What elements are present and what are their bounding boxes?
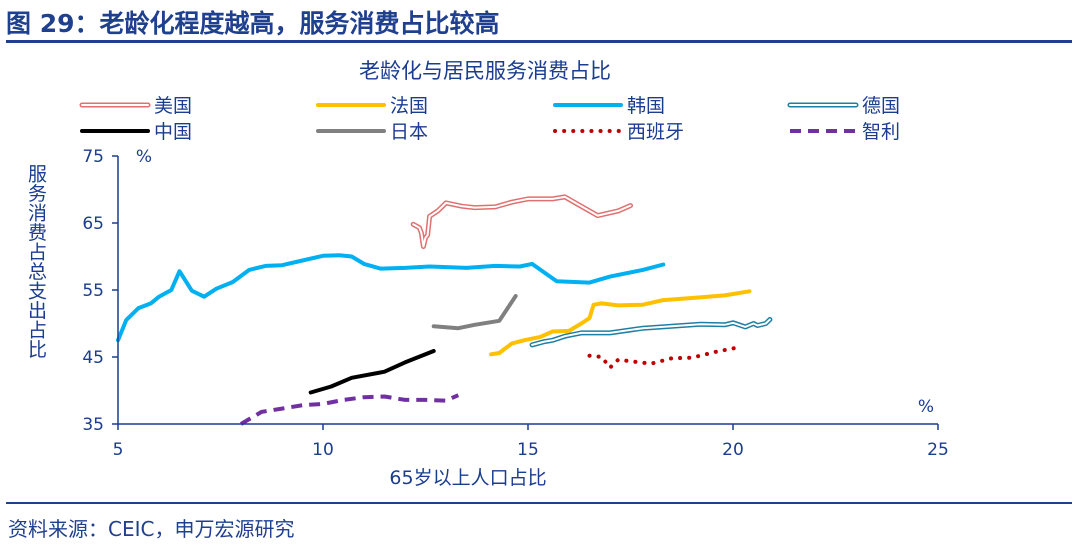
series-line-4-inner — [531, 318, 771, 346]
y-tick-label: 75 — [82, 147, 104, 167]
y-tick-label: 35 — [82, 415, 104, 435]
series-line-8 — [239, 393, 460, 426]
x-tick-label: 25 — [927, 440, 949, 460]
legend-label-8: 智利 — [862, 121, 900, 143]
source-note: 资料来源：CEIC，申万宏源研究 — [8, 517, 295, 541]
legend-label-6: 日本 — [390, 121, 428, 143]
legend-item-2: 法国 — [316, 95, 428, 117]
series-2 — [489, 289, 752, 357]
y-axis-title: 服务消费占总支出占比 — [25, 164, 47, 359]
series-6 — [431, 294, 518, 331]
x-tick-label: 15 — [517, 440, 539, 460]
legend-item-6: 日本 — [316, 121, 428, 143]
figure-title: 图 29：老龄化程度越高，服务消费占比较高 — [6, 9, 500, 38]
y-tick-label: 45 — [82, 348, 104, 368]
series-line-5 — [308, 349, 436, 395]
y-unit-label: % — [136, 147, 152, 167]
legend-label-1: 美国 — [154, 95, 192, 117]
legend-item-5: 中国 — [80, 121, 192, 143]
series-8 — [239, 393, 460, 426]
axes: 35 45 55 65 75 5 10 15 20 25%% 65岁以上人口占比 服务消费占总支出占比 — [25, 147, 949, 489]
legend-item-8: 智利 — [790, 121, 900, 143]
legend-label-3: 韩国 — [627, 95, 665, 117]
x-unit-label: % — [918, 397, 934, 417]
series-5 — [308, 349, 436, 395]
legend-label-2: 法国 — [390, 95, 428, 117]
legend-label-5: 中国 — [154, 121, 192, 143]
x-tick-label: 20 — [722, 440, 744, 460]
series-7 — [587, 344, 744, 371]
title-rule — [6, 40, 1072, 43]
series-line-2 — [489, 289, 752, 357]
legend-item-1: 美国 — [79, 95, 192, 117]
x-axis-title: 65岁以上人口占比 — [389, 467, 546, 489]
series-line-6 — [431, 294, 518, 331]
x-tick-label: 10 — [312, 440, 334, 460]
series-4 — [529, 317, 773, 348]
series-3 — [116, 253, 666, 343]
series-line-1-inner — [412, 195, 632, 248]
source-rule — [6, 502, 1072, 504]
legend-item-3: 韩国 — [553, 95, 665, 117]
x-tick-label: 5 — [113, 440, 124, 460]
legend-item-4: 德国 — [787, 95, 900, 117]
plot-area — [116, 194, 773, 426]
chart-title: 老龄化与居民服务消费占比 — [359, 59, 611, 83]
series-line-3 — [116, 253, 666, 343]
y-tick-label: 55 — [82, 281, 104, 301]
legend-label-4: 德国 — [862, 95, 900, 117]
legend-item-7: 西班牙 — [553, 121, 684, 143]
y-tick-label: 65 — [82, 214, 104, 234]
series-line-7 — [587, 344, 744, 371]
legend-label-7: 西班牙 — [627, 121, 684, 143]
series-1 — [410, 194, 633, 249]
